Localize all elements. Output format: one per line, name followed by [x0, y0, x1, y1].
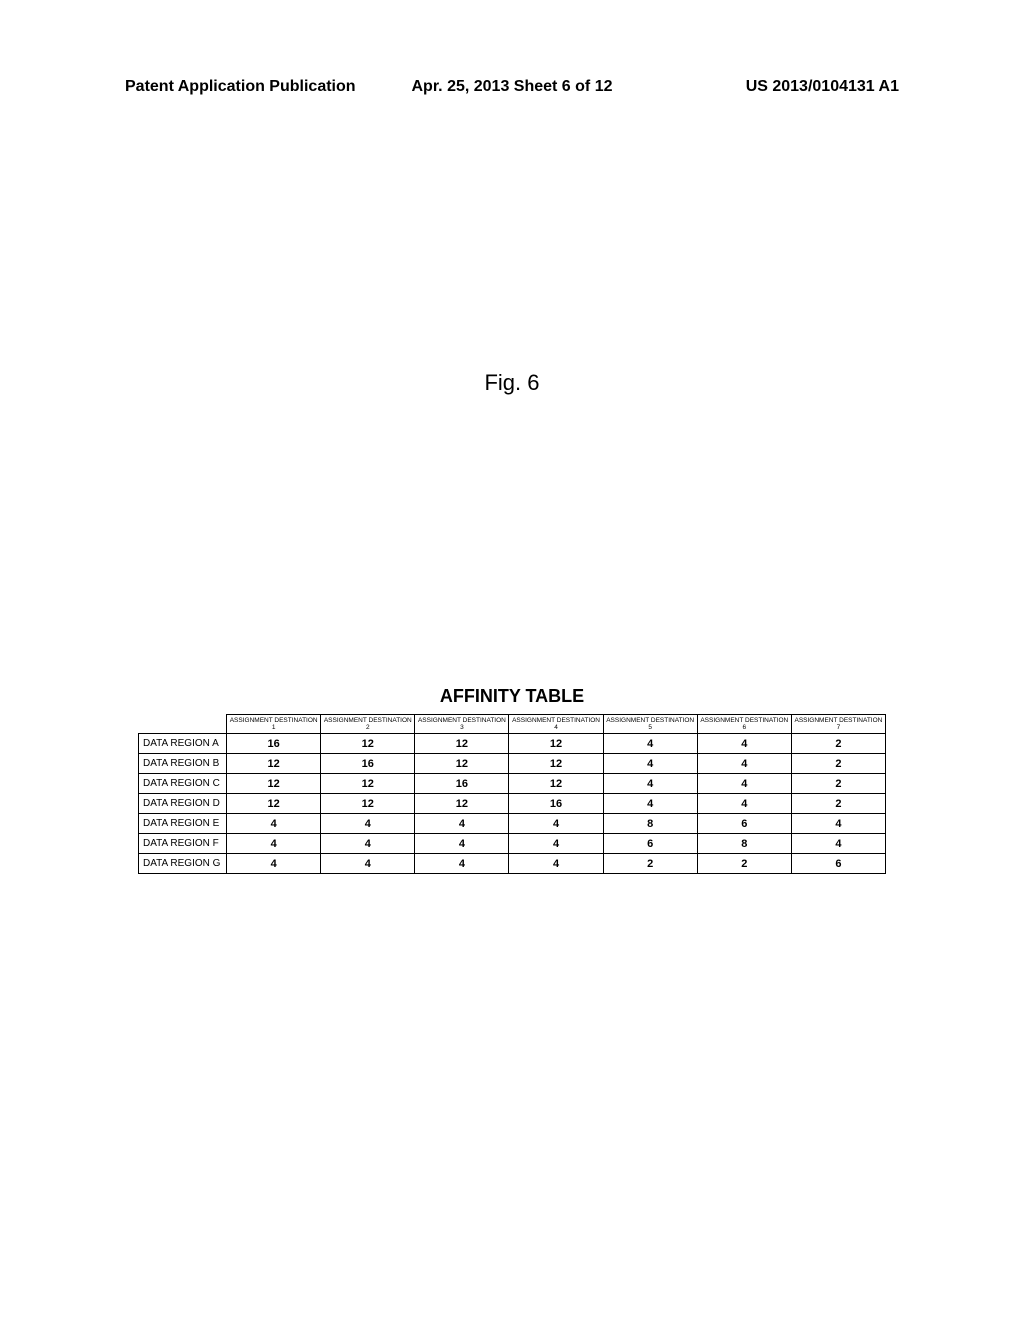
affinity-table-container: ASSIGNMENT DESTINATION 1 ASSIGNMENT DEST… — [138, 714, 886, 874]
cell: 12 — [227, 794, 321, 814]
table-row: DATA REGION G 4 4 4 4 2 2 6 — [139, 854, 886, 874]
cell: 12 — [227, 774, 321, 794]
cell: 2 — [791, 734, 885, 754]
cell: 4 — [227, 834, 321, 854]
cell: 12 — [415, 754, 509, 774]
row-label: DATA REGION B — [139, 754, 227, 774]
table-body: DATA REGION A 16 12 12 12 4 4 2 DATA REG… — [139, 734, 886, 874]
cell: 4 — [509, 854, 603, 874]
empty-corner-cell — [139, 715, 227, 734]
cell: 16 — [509, 794, 603, 814]
table-row: DATA REGION C 12 12 16 12 4 4 2 — [139, 774, 886, 794]
cell: 4 — [227, 814, 321, 834]
row-label: DATA REGION G — [139, 854, 227, 874]
column-header: ASSIGNMENT DESTINATION 1 — [227, 715, 321, 734]
cell: 4 — [791, 834, 885, 854]
cell: 4 — [321, 814, 415, 834]
cell: 4 — [697, 774, 791, 794]
header-patent-number: US 2013/0104131 A1 — [641, 78, 899, 96]
row-label: DATA REGION C — [139, 774, 227, 794]
cell: 2 — [697, 854, 791, 874]
cell: 12 — [415, 734, 509, 754]
cell: 4 — [603, 794, 697, 814]
cell: 4 — [603, 774, 697, 794]
affinity-table: ASSIGNMENT DESTINATION 1 ASSIGNMENT DEST… — [138, 714, 886, 874]
cell: 12 — [321, 734, 415, 754]
table-row: DATA REGION F 4 4 4 4 6 8 4 — [139, 834, 886, 854]
cell: 16 — [415, 774, 509, 794]
header-publication-type: Patent Application Publication — [125, 78, 383, 96]
cell: 4 — [415, 854, 509, 874]
cell: 12 — [509, 754, 603, 774]
cell: 2 — [791, 754, 885, 774]
cell: 4 — [603, 754, 697, 774]
cell: 12 — [321, 774, 415, 794]
table-row: DATA REGION E 4 4 4 4 8 6 4 — [139, 814, 886, 834]
cell: 2 — [603, 854, 697, 874]
table-title: AFFINITY TABLE — [0, 686, 1024, 707]
cell: 4 — [321, 834, 415, 854]
cell: 4 — [791, 814, 885, 834]
cell: 8 — [603, 814, 697, 834]
page-header: Patent Application Publication Apr. 25, … — [125, 78, 899, 96]
cell: 12 — [509, 734, 603, 754]
table-row: DATA REGION D 12 12 12 16 4 4 2 — [139, 794, 886, 814]
column-header: ASSIGNMENT DESTINATION 2 — [321, 715, 415, 734]
cell: 4 — [415, 814, 509, 834]
column-header: ASSIGNMENT DESTINATION 4 — [509, 715, 603, 734]
cell: 8 — [697, 834, 791, 854]
column-header: ASSIGNMENT DESTINATION 3 — [415, 715, 509, 734]
table-header-row: ASSIGNMENT DESTINATION 1 ASSIGNMENT DEST… — [139, 715, 886, 734]
cell: 12 — [509, 774, 603, 794]
column-header: ASSIGNMENT DESTINATION 5 — [603, 715, 697, 734]
row-label: DATA REGION D — [139, 794, 227, 814]
cell: 4 — [321, 854, 415, 874]
cell: 4 — [697, 754, 791, 774]
column-header: ASSIGNMENT DESTINATION 7 — [791, 715, 885, 734]
row-label: DATA REGION A — [139, 734, 227, 754]
cell: 2 — [791, 774, 885, 794]
cell: 4 — [509, 814, 603, 834]
row-label: DATA REGION F — [139, 834, 227, 854]
column-header: ASSIGNMENT DESTINATION 6 — [697, 715, 791, 734]
cell: 6 — [697, 814, 791, 834]
cell: 4 — [697, 794, 791, 814]
row-label: DATA REGION E — [139, 814, 227, 834]
table-row: DATA REGION A 16 12 12 12 4 4 2 — [139, 734, 886, 754]
cell: 4 — [509, 834, 603, 854]
table-row: DATA REGION B 12 16 12 12 4 4 2 — [139, 754, 886, 774]
cell: 2 — [791, 794, 885, 814]
cell: 4 — [697, 734, 791, 754]
cell: 4 — [603, 734, 697, 754]
cell: 12 — [321, 794, 415, 814]
cell: 4 — [415, 834, 509, 854]
cell: 16 — [321, 754, 415, 774]
cell: 6 — [603, 834, 697, 854]
cell: 12 — [227, 754, 321, 774]
figure-label: Fig. 6 — [0, 370, 1024, 396]
cell: 12 — [415, 794, 509, 814]
cell: 16 — [227, 734, 321, 754]
cell: 6 — [791, 854, 885, 874]
header-date-sheet: Apr. 25, 2013 Sheet 6 of 12 — [383, 78, 641, 96]
cell: 4 — [227, 854, 321, 874]
